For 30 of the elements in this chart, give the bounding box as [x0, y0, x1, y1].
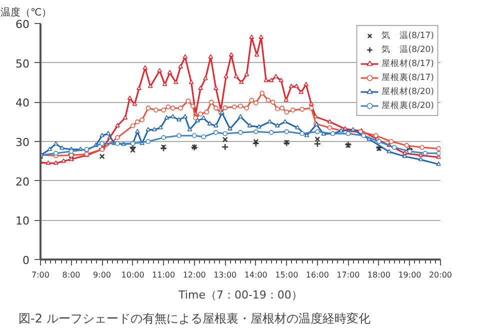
legend-label: 屋根裏(8/20): [381, 100, 434, 112]
legend-label: 屋根材(8/20): [381, 86, 434, 98]
y-tick-label: 20: [16, 175, 30, 188]
legend-label: 屋根材(8/17): [381, 58, 434, 70]
x-tick-label: 10:00: [121, 270, 144, 280]
legend-label: 屋根裏(8/17): [381, 72, 434, 84]
x-tick-label: 11:00: [152, 270, 176, 280]
x-tick-label: 19:00: [398, 270, 422, 280]
x-tick-label: 15:00: [275, 270, 298, 280]
text: 図-2 ルーフシェードの有無による屋根裏・屋根材の温度経時変化: [18, 312, 370, 326]
legend-label: 気 温(8/20): [381, 44, 434, 56]
y-tick-label: 50: [16, 57, 30, 70]
x-tick-label: 14:00: [244, 270, 268, 280]
x-tick-label: 9:00: [93, 270, 112, 280]
y-tick-label: 40: [16, 96, 30, 110]
y-tick-label: 60: [16, 18, 30, 31]
x-tick-label: 20:00: [428, 270, 452, 280]
x-tick-label: 17:00: [336, 270, 360, 280]
x-tick-label: 8:00: [62, 270, 80, 280]
x-tick-label: 13:00: [214, 270, 237, 280]
y-tick-label: 0: [22, 254, 30, 267]
y-tick-label: 30: [16, 136, 30, 149]
x-tick-label: 12:00: [182, 270, 206, 280]
x-tick-label: 7:00: [32, 270, 50, 280]
legend-label: 気 温(8/17): [381, 30, 434, 42]
x-tick-label: 16:00: [306, 270, 329, 280]
y-tick-label: 10: [16, 214, 30, 228]
x-axis-title: Time（7：00-19：00）: [178, 288, 302, 302]
y-axis-title: 温度（℃）: [0, 6, 52, 18]
x-tick-label: 18:00: [367, 270, 390, 280]
